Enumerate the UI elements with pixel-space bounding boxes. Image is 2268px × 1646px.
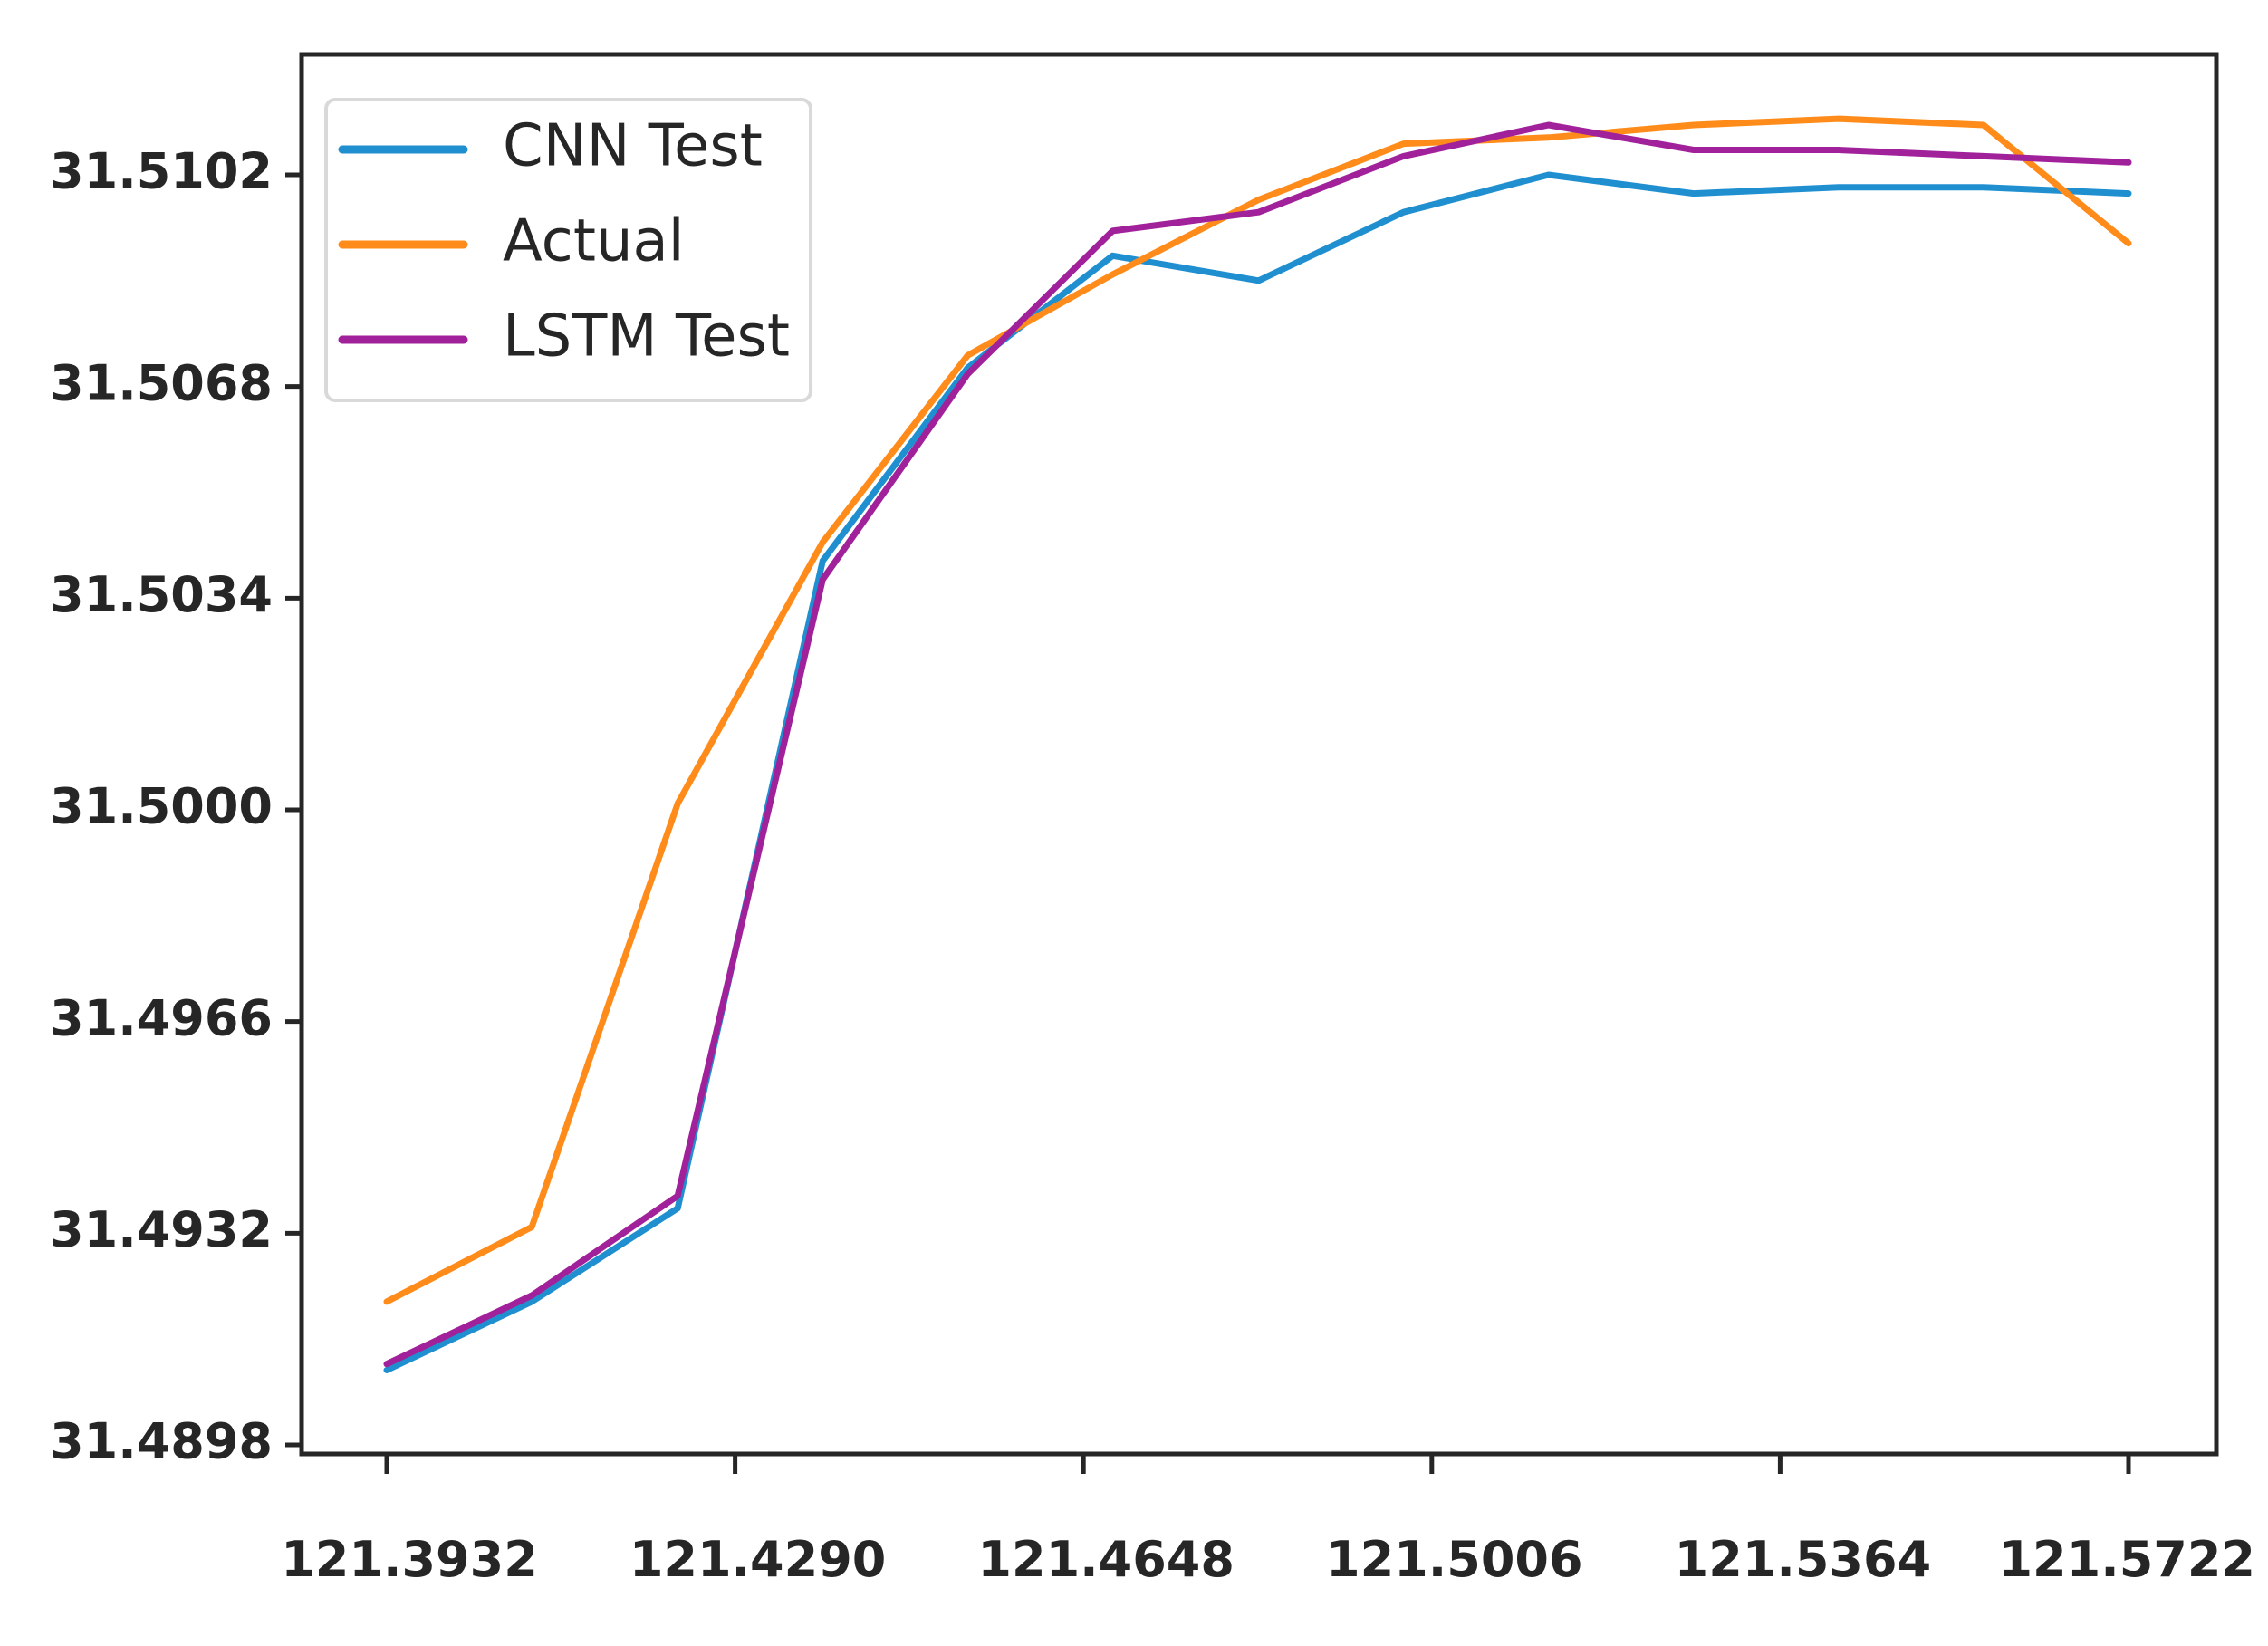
legend-label-cnn-test: CNN Test bbox=[503, 113, 763, 180]
x-tick-label: 121.5006 bbox=[1326, 1531, 1583, 1588]
series-line-cnn-test bbox=[383, 171, 2132, 1373]
x-tick-label: 121.5364 bbox=[1675, 1531, 1932, 1588]
y-tick-label: 31.5102 bbox=[50, 143, 273, 200]
series-line-lstm-test bbox=[383, 121, 2132, 1368]
y-tick-label: 31.4898 bbox=[50, 1413, 273, 1470]
legend-box bbox=[324, 98, 812, 402]
x-tick-label: 121.5722 bbox=[1998, 1531, 2255, 1588]
y-tick-label: 31.5000 bbox=[50, 778, 273, 835]
legend-label-lstm-test: LSTM Test bbox=[503, 303, 790, 371]
y-tick-label: 31.4932 bbox=[50, 1201, 273, 1258]
legend-label-actual: Actual bbox=[503, 208, 685, 275]
y-axis: 31.4898 31.4932 31.4966 31.5000 31.5034 31.50… bbox=[50, 143, 302, 1470]
x-tick-label: 121.4290 bbox=[629, 1531, 887, 1588]
plot-frame bbox=[299, 52, 2219, 1457]
series-lines bbox=[383, 115, 2132, 1373]
x-axis: 121.3932 121.4290 121.4648 121.5006 121.5364… bbox=[281, 1454, 2255, 1588]
series-line-actual bbox=[383, 115, 2132, 1305]
x-tick-label: 121.4648 bbox=[977, 1531, 1235, 1588]
y-tick-label: 31.5034 bbox=[50, 566, 273, 623]
x-tick-label: 121.3932 bbox=[281, 1531, 538, 1588]
legend: CNN Test Actual LSTM Test bbox=[324, 98, 812, 402]
y-tick-label: 31.5068 bbox=[50, 354, 273, 411]
y-tick-label: 31.4966 bbox=[50, 989, 273, 1046]
